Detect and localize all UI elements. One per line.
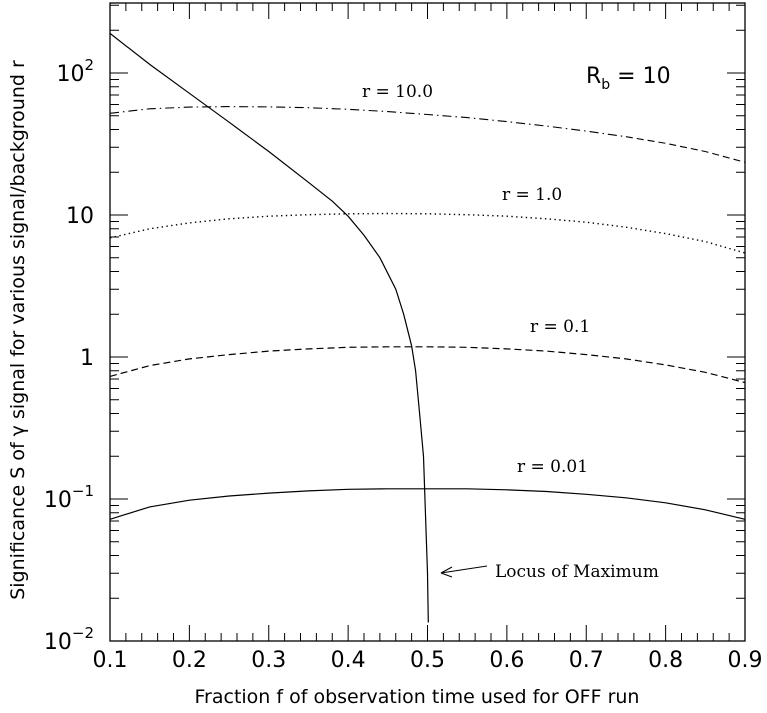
curve-r-10-0-dashed bbox=[625, 136, 746, 163]
y-axis-title: Significance S of γ signal for various s… bbox=[7, 60, 29, 600]
y-tick-label: 10−1 bbox=[44, 482, 94, 513]
curve-r-10-0-dashdot bbox=[109, 106, 626, 138]
x-tick-label: 0.4 bbox=[331, 648, 366, 673]
y-tick-label: 10 bbox=[66, 204, 94, 229]
label-locus-of-maximum: Locus of Maximum bbox=[495, 562, 659, 582]
x-tick-label: 0.7 bbox=[569, 648, 604, 673]
ticks: 0.1 0.2 0.3 0.4 0.5 0.6 0.7 0.8 0.9 10−2 10−1 1 10 10… bbox=[44, 3, 763, 673]
label-r1: r = 1.0 bbox=[502, 185, 562, 205]
label-r10: r = 10.0 bbox=[362, 82, 433, 102]
curve-locus-of-maximum bbox=[109, 32, 429, 623]
x-axis-title: Fraction f of observation time used for … bbox=[195, 686, 640, 708]
x-tick-label: 0.3 bbox=[251, 648, 286, 673]
y-tick-label: 10−2 bbox=[44, 624, 94, 655]
label-r01: r = 0.1 bbox=[530, 317, 590, 337]
curve-r-0-01 bbox=[109, 488, 746, 520]
label-r001: r = 0.01 bbox=[517, 457, 588, 477]
x-tick-label: 0.1 bbox=[93, 648, 128, 673]
rb-annotation: Rb = 10 bbox=[586, 64, 671, 93]
x-tick-label: 0.6 bbox=[489, 648, 524, 673]
x-tick-label: 0.2 bbox=[172, 648, 207, 673]
x-tick-label: 0.5 bbox=[410, 648, 445, 673]
curve-r-0-1 bbox=[109, 346, 746, 384]
x-tick-label: 0.8 bbox=[648, 648, 683, 673]
curve-r-1-0 bbox=[109, 212, 746, 254]
y-tick-label: 102 bbox=[56, 56, 94, 87]
arrow-shaft bbox=[440, 565, 488, 574]
y-tick-label: 1 bbox=[80, 346, 94, 371]
arrow-icon bbox=[440, 565, 488, 578]
x-tick-label: 0.9 bbox=[728, 648, 763, 673]
arrow-head bbox=[440, 566, 453, 578]
curves bbox=[109, 32, 746, 623]
